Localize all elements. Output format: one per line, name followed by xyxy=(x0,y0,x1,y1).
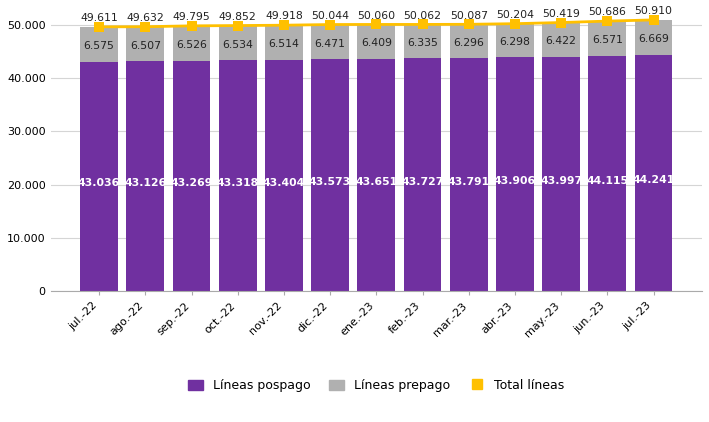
Text: 6.422: 6.422 xyxy=(546,36,576,46)
Text: 6.575: 6.575 xyxy=(84,41,115,51)
Text: 43.906: 43.906 xyxy=(494,176,536,187)
Text: 50.062: 50.062 xyxy=(403,11,442,21)
Bar xyxy=(219,26,257,60)
Text: 6.507: 6.507 xyxy=(130,41,161,51)
Bar xyxy=(219,60,257,291)
Text: 6.296: 6.296 xyxy=(453,38,484,48)
Text: 43.997: 43.997 xyxy=(540,176,582,186)
Bar xyxy=(311,24,349,59)
Text: 43.036: 43.036 xyxy=(78,179,121,189)
Bar xyxy=(496,24,534,57)
Text: 50.686: 50.686 xyxy=(588,7,626,17)
Text: 43.727: 43.727 xyxy=(401,177,444,187)
Text: 6.335: 6.335 xyxy=(407,38,438,48)
Text: 6.298: 6.298 xyxy=(499,37,530,47)
Bar xyxy=(126,62,164,291)
Text: 44.241: 44.241 xyxy=(632,176,675,186)
Bar xyxy=(588,21,626,56)
Text: 49.852: 49.852 xyxy=(219,12,257,22)
Bar xyxy=(172,26,211,61)
Text: 6.526: 6.526 xyxy=(176,40,207,50)
Text: 6.409: 6.409 xyxy=(361,38,392,48)
Text: 49.795: 49.795 xyxy=(172,12,211,22)
Text: 50.087: 50.087 xyxy=(450,11,488,21)
Text: 43.269: 43.269 xyxy=(170,178,213,188)
Bar xyxy=(450,24,488,58)
Bar xyxy=(403,24,442,58)
Text: 6.571: 6.571 xyxy=(592,35,623,46)
Bar xyxy=(357,24,395,59)
Text: 44.115: 44.115 xyxy=(586,176,628,186)
Text: 49.632: 49.632 xyxy=(126,13,164,23)
Text: 49.918: 49.918 xyxy=(265,11,303,22)
Text: 50.204: 50.204 xyxy=(496,10,534,20)
Text: 49.611: 49.611 xyxy=(80,13,118,23)
Text: 6.514: 6.514 xyxy=(269,39,299,49)
Bar xyxy=(80,62,118,291)
Text: 50.044: 50.044 xyxy=(311,11,349,21)
Text: 43.651: 43.651 xyxy=(355,177,397,187)
Bar xyxy=(542,57,580,291)
Bar xyxy=(542,22,580,57)
Text: 6.669: 6.669 xyxy=(638,35,669,44)
Bar xyxy=(80,27,118,62)
Text: 43.318: 43.318 xyxy=(217,178,259,188)
Legend: Líneas pospago, Líneas prepago, Total líneas: Líneas pospago, Líneas prepago, Total lí… xyxy=(183,374,569,397)
Bar xyxy=(126,27,164,62)
Bar xyxy=(311,59,349,291)
Bar xyxy=(265,60,303,291)
Bar xyxy=(588,56,626,291)
Bar xyxy=(265,25,303,60)
Text: 43.126: 43.126 xyxy=(124,178,167,188)
Text: 43.573: 43.573 xyxy=(309,177,351,187)
Bar xyxy=(635,20,672,55)
Text: 50.419: 50.419 xyxy=(542,9,580,19)
Bar xyxy=(172,61,211,291)
Bar xyxy=(403,58,442,291)
Text: 50.910: 50.910 xyxy=(635,6,673,16)
Bar xyxy=(496,57,534,291)
Text: 6.534: 6.534 xyxy=(222,40,253,50)
Text: 43.791: 43.791 xyxy=(447,176,490,187)
Bar xyxy=(450,58,488,291)
Text: 50.060: 50.060 xyxy=(357,11,396,21)
Bar xyxy=(635,55,672,291)
Text: 6.471: 6.471 xyxy=(315,38,345,49)
Text: 43.404: 43.404 xyxy=(263,178,305,187)
Bar xyxy=(357,59,395,291)
